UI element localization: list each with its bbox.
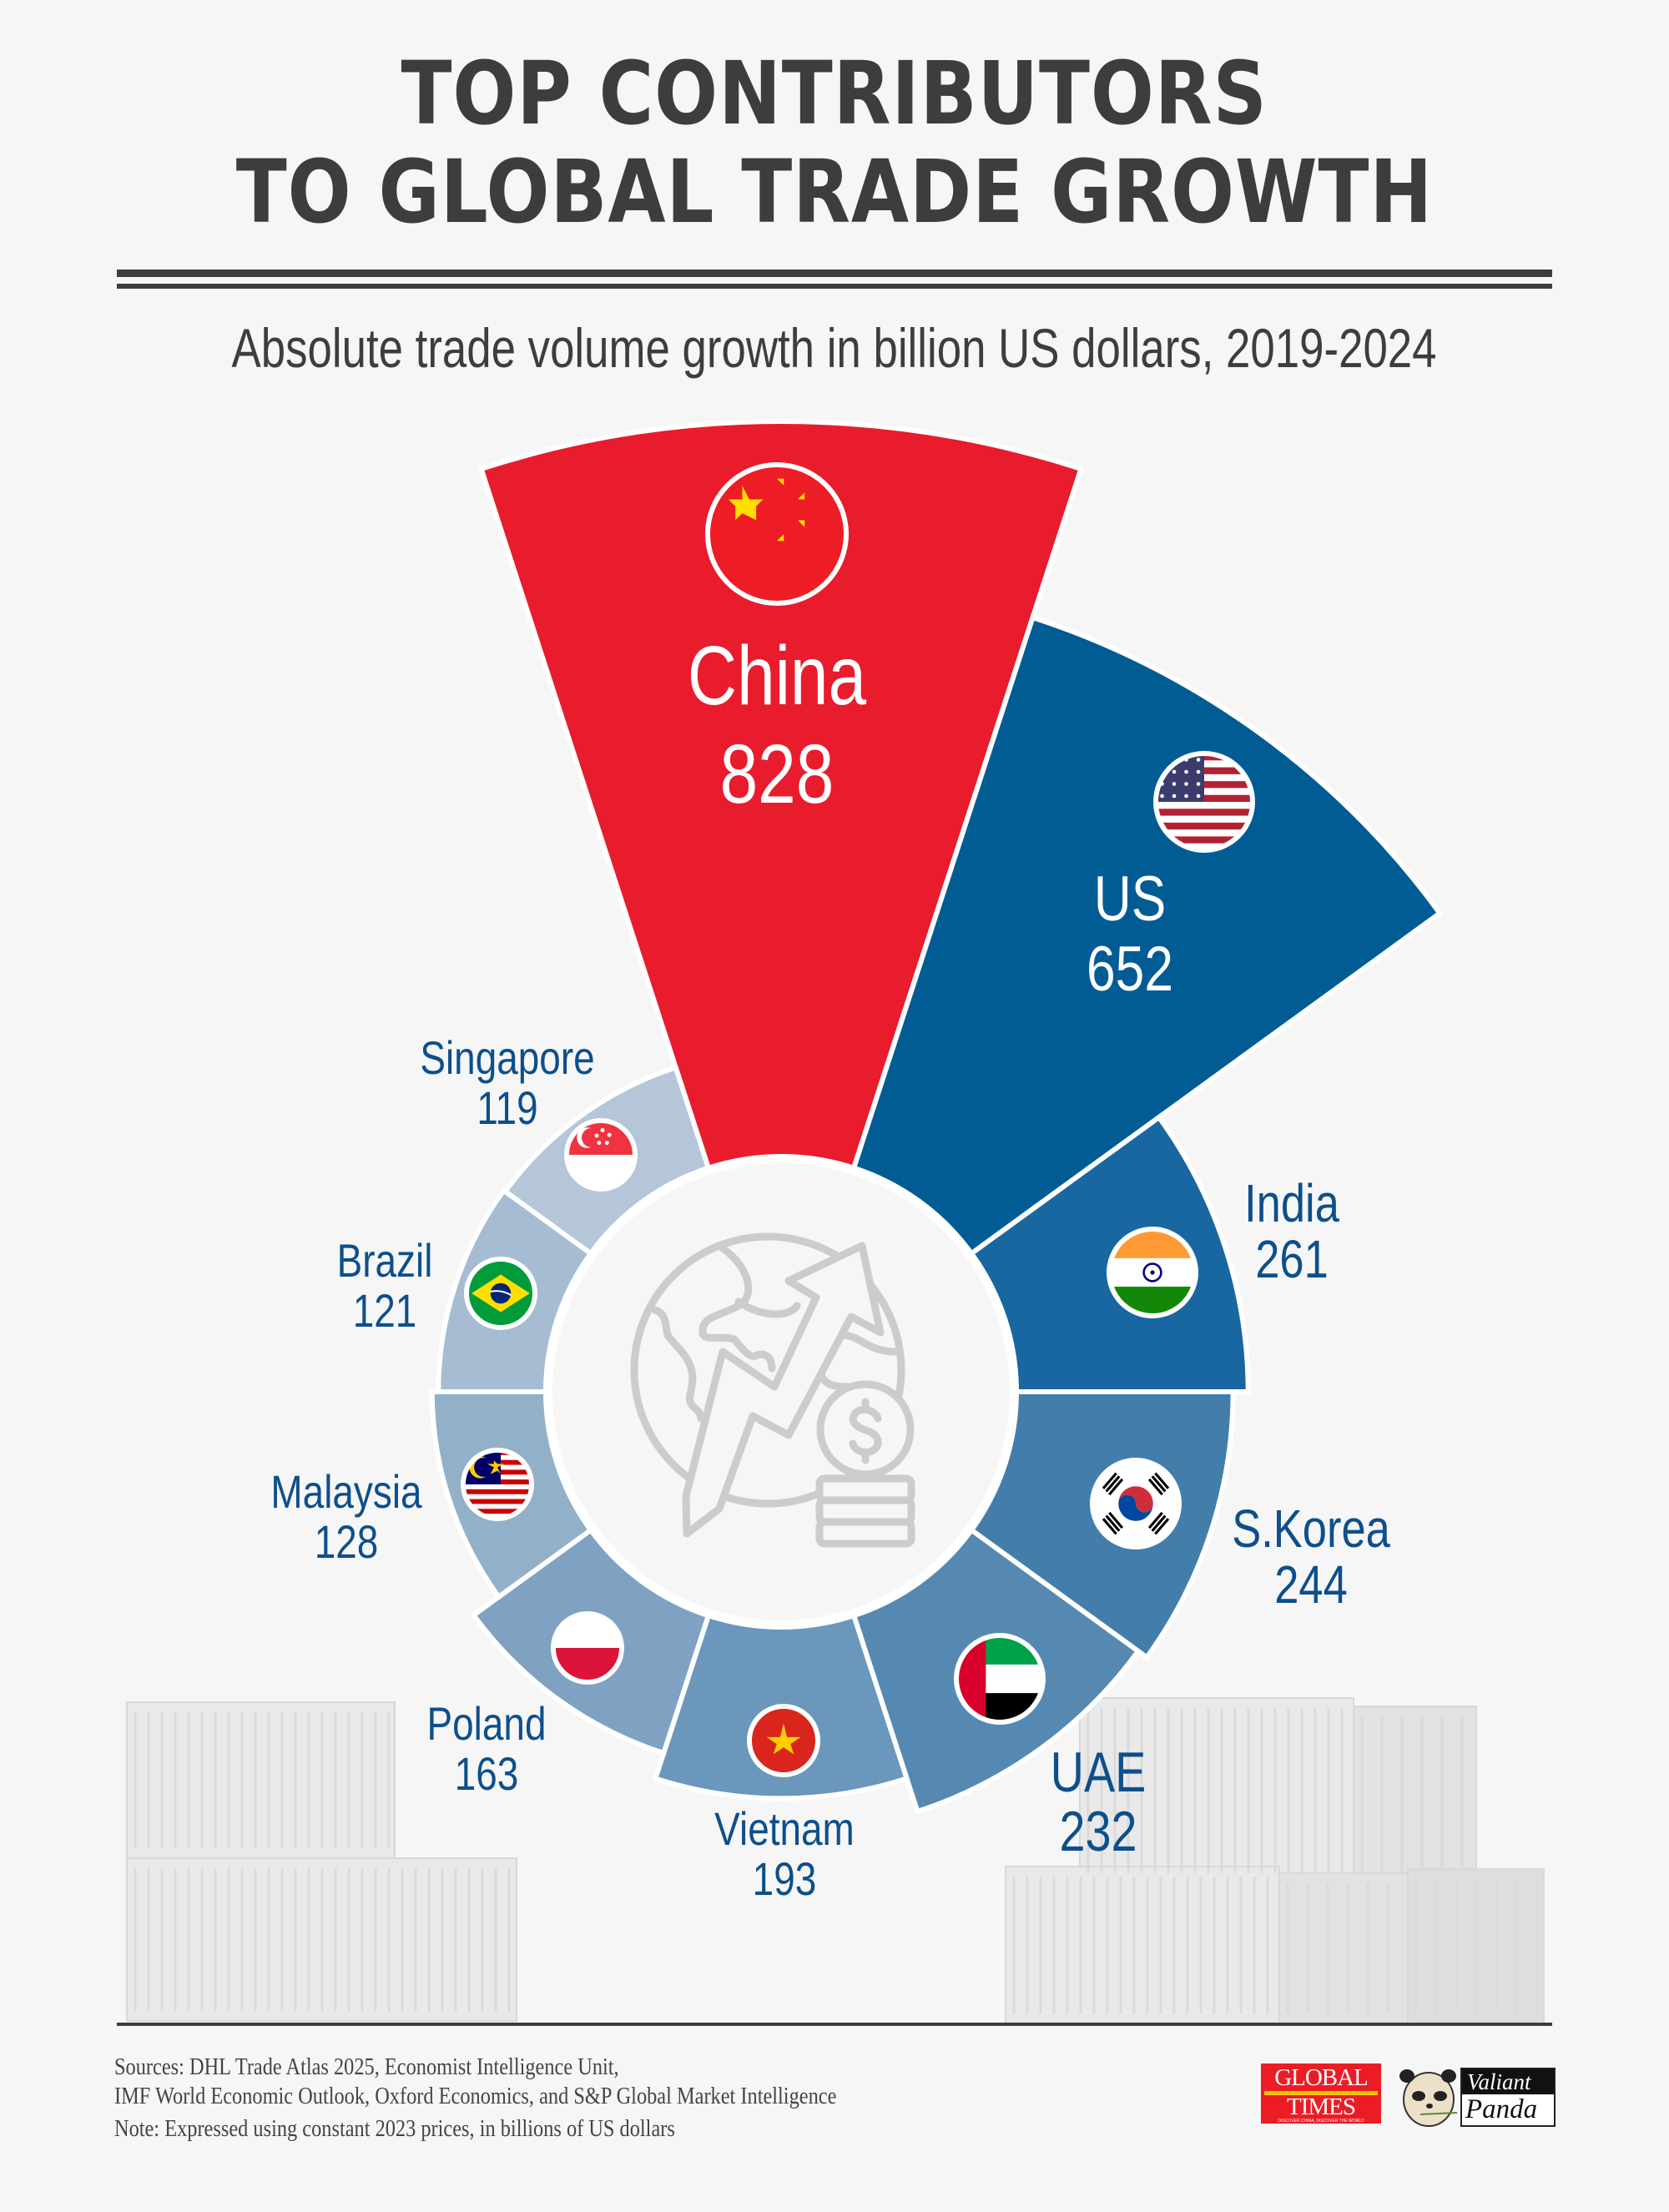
flag-malaysia-icon (461, 1448, 534, 1521)
flag-us-icon (1153, 751, 1255, 853)
label-malaysia-name: Malaysia (270, 1465, 422, 1518)
label-skorea-name: S.Korea (1232, 1499, 1390, 1559)
label-singapore-name: Singapore (420, 1031, 595, 1084)
chart-subtitle: Absolute trade volume growth in billion … (0, 320, 1669, 375)
label-malaysia-value: 128 (314, 1515, 379, 1568)
footer-divider (117, 2023, 1552, 2026)
label-us-value: 652 (1087, 934, 1173, 1005)
label-uae-value: 232 (1059, 1800, 1137, 1863)
vp-logo-line-1: Valiant (1462, 2069, 1554, 2094)
label-singapore: Singapore 119 (401, 1035, 613, 1131)
label-poland: Poland 163 (414, 1701, 559, 1797)
globe-growth-icon (630, 1232, 915, 1548)
label-poland-value: 163 (454, 1747, 519, 1800)
flag-poland-icon (551, 1611, 624, 1685)
sources-line-1: Sources: DHL Trade Atlas 2025, Economist… (114, 2053, 619, 2080)
label-brazil-name: Brazil (336, 1234, 433, 1287)
label-china: China 828 (668, 634, 885, 816)
page-title-line-2: TO GLOBAL TRADE GROWTH (0, 149, 1669, 235)
shipping-containers-left (126, 1701, 517, 2022)
label-uae-name: UAE (1050, 1741, 1147, 1804)
shipping-containers-right (1005, 1697, 1545, 2024)
global-times-logo: GLOBAL TIMES DISCOVER CHINA, DISCOVER TH… (1261, 2063, 1381, 2124)
gt-logo-line-1: GLOBAL (1274, 2064, 1369, 2091)
label-vietnam: Vietnam 193 (699, 1806, 870, 1902)
valiant-panda-logo: Valiant Panda (1460, 2068, 1556, 2127)
label-malaysia: Malaysia 128 (255, 1469, 439, 1565)
country-flags (461, 461, 1255, 1777)
label-us: US 652 (1077, 868, 1183, 1001)
label-india: India 261 (1234, 1177, 1350, 1286)
subtitle-text: Absolute trade volume growth in billion … (231, 317, 1438, 379)
panda-mascot-icon (1399, 2069, 1458, 2127)
gt-logo-bar (1264, 2091, 1378, 2095)
footer-sources: Sources: DHL Trade Atlas 2025, Economist… (114, 2053, 836, 2144)
flag-singapore-icon (564, 1118, 638, 1192)
label-poland-name: Poland (426, 1697, 547, 1750)
flag-skorea-icon (1089, 1457, 1182, 1550)
label-china-name: China (687, 629, 867, 723)
label-skorea-value: 244 (1274, 1554, 1348, 1615)
label-skorea: S.Korea 244 (1214, 1502, 1407, 1611)
label-india-name: India (1244, 1173, 1339, 1233)
label-vietnam-name: Vietnam (714, 1802, 855, 1855)
footer-note: Note: Expressed using constant 2023 pric… (114, 2115, 675, 2142)
title-text-1: TOP CONTRIBUTORS (401, 43, 1268, 144)
title-text-2: TO GLOBAL TRADE GROWTH (235, 141, 1434, 243)
label-uae: UAE 232 (1040, 1744, 1157, 1860)
gt-logo-line-2: TIMES (1287, 2094, 1356, 2120)
label-china-value: 828 (719, 728, 834, 821)
flag-brazil-icon (464, 1257, 537, 1330)
label-india-value: 261 (1255, 1229, 1329, 1289)
label-brazil: Brazil 121 (326, 1237, 443, 1334)
flag-india-icon (1106, 1226, 1199, 1319)
label-singapore-value: 119 (476, 1081, 538, 1134)
label-brazil-value: 121 (352, 1284, 417, 1337)
vp-logo-line-2: Panda (1465, 2094, 1538, 2124)
flag-china-icon (704, 461, 850, 607)
sources-line-2: IMF World Economic Outlook, Oxford Econo… (114, 2083, 837, 2109)
label-vietnam-value: 193 (752, 1852, 817, 1905)
flag-uae-icon (953, 1632, 1046, 1726)
title-divider-thick (117, 270, 1552, 277)
label-us-name: US (1093, 864, 1167, 935)
title-divider-thin (117, 284, 1552, 289)
gt-logo-tagline: DISCOVER CHINA, DISCOVER THE WORLD (1278, 2119, 1364, 2124)
page-title-line-1: TOP CONTRIBUTORS (0, 50, 1669, 137)
flag-vietnam-icon (747, 1704, 820, 1777)
